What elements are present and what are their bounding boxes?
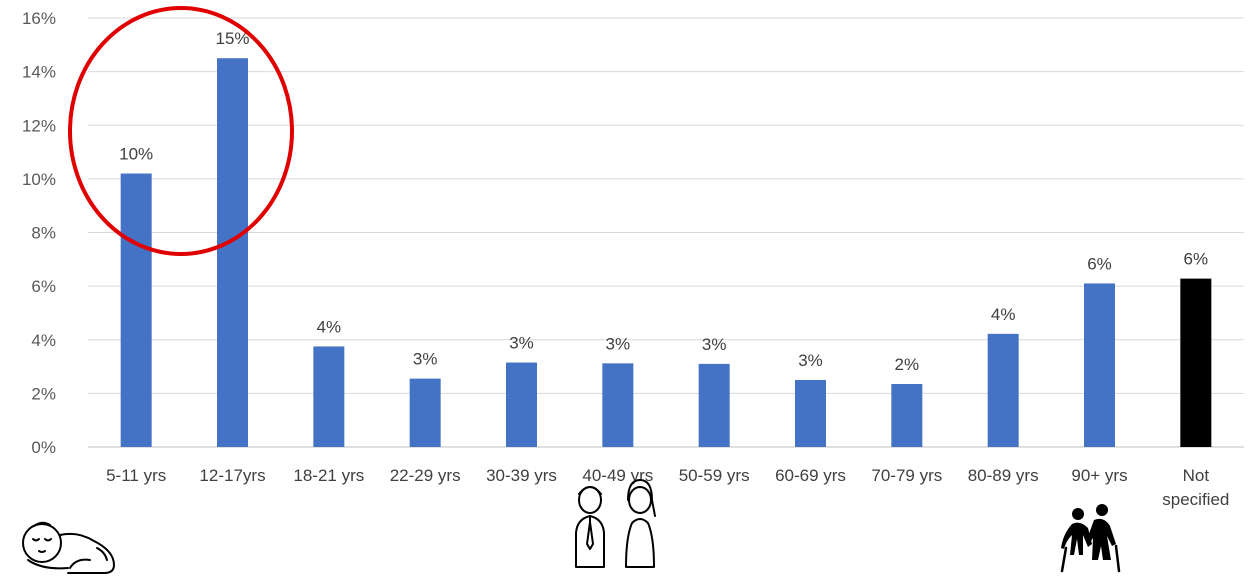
y-tick-label: 2% xyxy=(31,384,56,403)
y-tick-label: 14% xyxy=(22,63,56,82)
x-axis-categories: 5-11 yrs 12-17yrs 18-21 yrs 22-29 yrs 30-39 … xyxy=(106,466,1229,509)
sleeping-baby-icon xyxy=(22,521,115,574)
data-label: 3% xyxy=(413,350,438,369)
x-category-label-line: 50-59 yrs xyxy=(679,466,750,485)
x-category-label: Not specified xyxy=(1162,466,1229,509)
gridlines xyxy=(88,17,1244,448)
x-category-label-line: 70-79 yrs xyxy=(871,466,942,485)
bar xyxy=(313,346,345,447)
bar xyxy=(698,363,730,447)
y-tick-label: 16% xyxy=(22,9,56,28)
bar xyxy=(987,333,1019,447)
highlight-circle xyxy=(68,6,294,256)
x-category-label-line: 90+ yrs xyxy=(1071,466,1127,485)
x-category-label: 80-89 yrs xyxy=(968,466,1039,485)
data-label: 4% xyxy=(991,305,1016,324)
bar xyxy=(506,362,537,447)
x-category-label: 18-21 yrs xyxy=(293,466,364,485)
elderly-couple-icon xyxy=(1060,504,1121,573)
data-label: 3% xyxy=(798,351,823,370)
x-category-label-line: 40-49 yrs xyxy=(582,466,653,485)
data-label: 4% xyxy=(317,317,342,336)
x-category-label: 50-59 yrs xyxy=(679,466,750,485)
x-category-label: 30-39 yrs xyxy=(486,466,557,485)
x-category-label-line: 80-89 yrs xyxy=(968,466,1039,485)
bar xyxy=(602,363,634,447)
x-category-label-line: 5-11 yrs xyxy=(106,466,166,485)
bar xyxy=(217,58,248,447)
data-label: 3% xyxy=(702,335,727,354)
data-label: 15% xyxy=(215,29,249,48)
x-category-label-line: 30-39 yrs xyxy=(486,466,557,485)
x-category-label-line: Not xyxy=(1183,466,1210,485)
bar xyxy=(409,378,441,447)
y-tick-label: 6% xyxy=(31,277,56,296)
x-category-label-line: 18-21 yrs xyxy=(293,466,364,485)
x-category-label: 60-69 yrs xyxy=(775,466,846,485)
bars xyxy=(120,58,1212,447)
x-category-label: 40-49 yrs xyxy=(582,466,653,485)
data-label: 10% xyxy=(119,145,153,164)
data-label: 6% xyxy=(1184,250,1209,269)
data-labels: 10% 15% 4% 3% 3% 3% 3% 3% 2% 4% 6% 6% xyxy=(119,29,1208,374)
y-tick-label: 4% xyxy=(31,331,56,350)
y-tick-label: 10% xyxy=(22,170,56,189)
data-label: 3% xyxy=(509,334,534,353)
x-category-label: 12-17yrs xyxy=(199,466,265,485)
x-category-label: 5-11 yrs xyxy=(106,466,166,485)
data-label: 3% xyxy=(606,334,631,353)
y-axis-ticks: 0% 2% 4% 6% 8% 10% 12% 14% 16% xyxy=(22,9,56,457)
x-category-label: 22-29 yrs xyxy=(390,466,461,485)
x-category-label: 90+ yrs xyxy=(1071,466,1127,485)
man-and-woman-icon xyxy=(575,479,656,568)
bar xyxy=(1084,283,1115,447)
y-tick-label: 12% xyxy=(22,116,56,135)
x-category-label: 70-79 yrs xyxy=(871,466,942,485)
x-category-label-line: 60-69 yrs xyxy=(775,466,846,485)
data-label: 2% xyxy=(895,355,920,374)
bar xyxy=(1180,278,1212,447)
x-category-label-line: 22-29 yrs xyxy=(390,466,461,485)
x-category-label-line: 12-17yrs xyxy=(199,466,265,485)
y-tick-label: 8% xyxy=(31,224,56,243)
bar xyxy=(795,379,826,447)
x-category-label-line: specified xyxy=(1162,490,1229,509)
bar xyxy=(891,383,923,447)
bar xyxy=(120,173,152,447)
y-tick-label: 0% xyxy=(31,438,56,457)
data-label: 6% xyxy=(1087,254,1112,273)
